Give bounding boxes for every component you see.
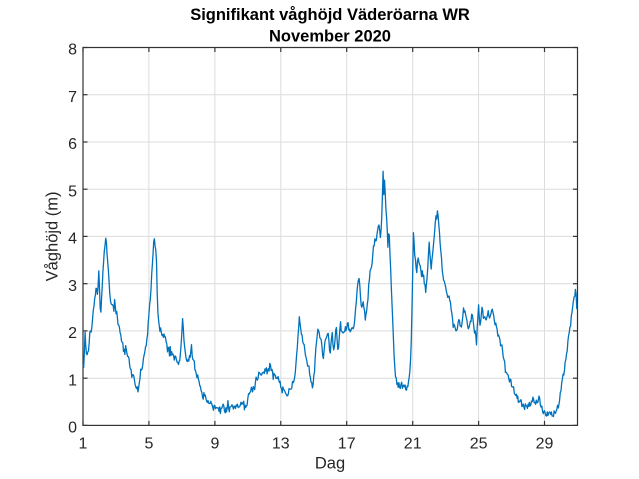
svg-text:1: 1 xyxy=(79,435,88,452)
svg-text:21: 21 xyxy=(404,435,422,452)
svg-text:November 2020: November 2020 xyxy=(269,27,391,45)
svg-text:3: 3 xyxy=(68,278,77,295)
svg-text:1: 1 xyxy=(68,372,77,389)
svg-text:7: 7 xyxy=(68,89,77,106)
svg-text:29: 29 xyxy=(536,435,554,452)
svg-text:2: 2 xyxy=(68,325,77,342)
svg-text:5: 5 xyxy=(68,183,77,200)
svg-text:25: 25 xyxy=(470,435,488,452)
svg-text:8: 8 xyxy=(68,42,77,59)
svg-text:9: 9 xyxy=(210,435,219,452)
svg-text:13: 13 xyxy=(272,435,290,452)
svg-text:0: 0 xyxy=(68,420,77,437)
svg-text:17: 17 xyxy=(338,435,356,452)
svg-text:Signifikant våghöjd Väderöarna: Signifikant våghöjd Väderöarna WR xyxy=(190,6,470,24)
svg-text:Våghöjd (m): Våghöjd (m) xyxy=(44,191,62,281)
svg-text:Dag: Dag xyxy=(315,455,345,473)
svg-text:5: 5 xyxy=(144,435,153,452)
svg-text:4: 4 xyxy=(68,231,77,248)
svg-text:6: 6 xyxy=(68,136,77,153)
